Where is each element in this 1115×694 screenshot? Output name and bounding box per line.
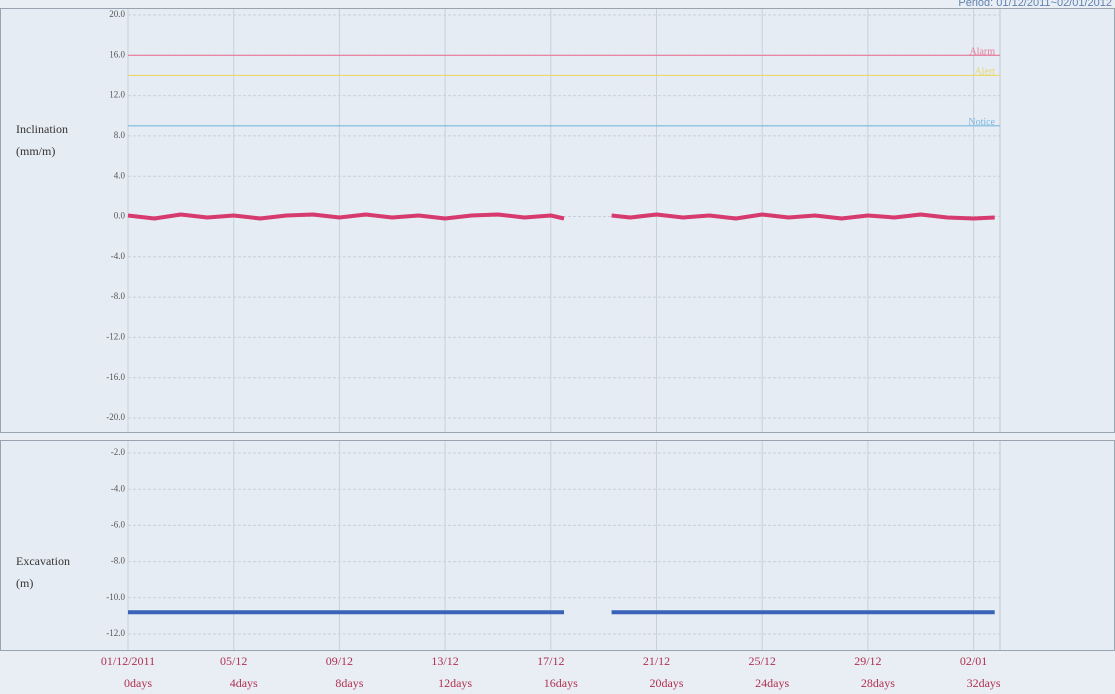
x-tick-sublabel: 32days	[967, 676, 1001, 690]
x-tick-sublabel: 28days	[861, 676, 895, 690]
x-tick-label: 02/01	[960, 654, 987, 668]
top-panel-frame	[0, 8, 1115, 433]
bottom-panel-frame	[0, 440, 1115, 651]
x-tick-label: 09/12	[326, 654, 353, 668]
y-tick-label: -20.0	[106, 412, 125, 422]
x-tick-label: 21/12	[643, 654, 670, 668]
y-axis-label: Inclination	[16, 122, 68, 136]
y-tick-label: -12.0	[106, 331, 125, 341]
y-tick-label: -10.0	[106, 592, 125, 602]
x-tick-label: 17/12	[537, 654, 564, 668]
data-line	[127, 212, 995, 221]
y-tick-label: 4.0	[114, 170, 126, 180]
threshold-label: Alert	[974, 67, 995, 78]
y-tick-label: 16.0	[109, 49, 125, 59]
y-axis-label: Excavation	[16, 554, 70, 568]
y-tick-label: -4.0	[111, 483, 126, 493]
threshold-label: Alarm	[969, 47, 995, 58]
x-tick-label: 25/12	[749, 654, 776, 668]
x-tick-sublabel: 16days	[544, 676, 578, 690]
y-tick-label: -8.0	[111, 291, 126, 301]
y-axis-label: (mm/m)	[16, 144, 55, 158]
y-tick-label: 12.0	[109, 90, 125, 100]
y-tick-label: -4.0	[111, 251, 126, 261]
x-tick-sublabel: 20days	[649, 676, 683, 690]
x-tick-sublabel: 12days	[438, 676, 472, 690]
y-tick-label: 8.0	[114, 130, 126, 140]
y-tick-label: -12.0	[106, 628, 125, 638]
y-tick-label: -6.0	[111, 519, 126, 529]
x-tick-sublabel: 0days	[124, 676, 152, 690]
x-tick-label: 05/12	[220, 654, 247, 668]
y-tick-label: 20.0	[109, 9, 125, 19]
y-axis-label: (m)	[16, 576, 33, 590]
x-tick-label: 01/12/2011	[101, 654, 155, 668]
y-tick-label: -2.0	[111, 447, 126, 457]
threshold-label: Notice	[968, 117, 995, 128]
period-label: Period: 01/12/2011~02/01/2012	[958, 0, 1112, 9]
y-tick-label: -8.0	[111, 556, 126, 566]
x-tick-sublabel: 24days	[755, 676, 789, 690]
x-tick-sublabel: 4days	[230, 676, 258, 690]
x-tick-label: 29/12	[854, 654, 881, 668]
x-tick-label: 13/12	[431, 654, 458, 668]
y-tick-label: 0.0	[114, 211, 126, 221]
y-tick-label: -16.0	[106, 372, 125, 382]
x-tick-sublabel: 8days	[335, 676, 363, 690]
